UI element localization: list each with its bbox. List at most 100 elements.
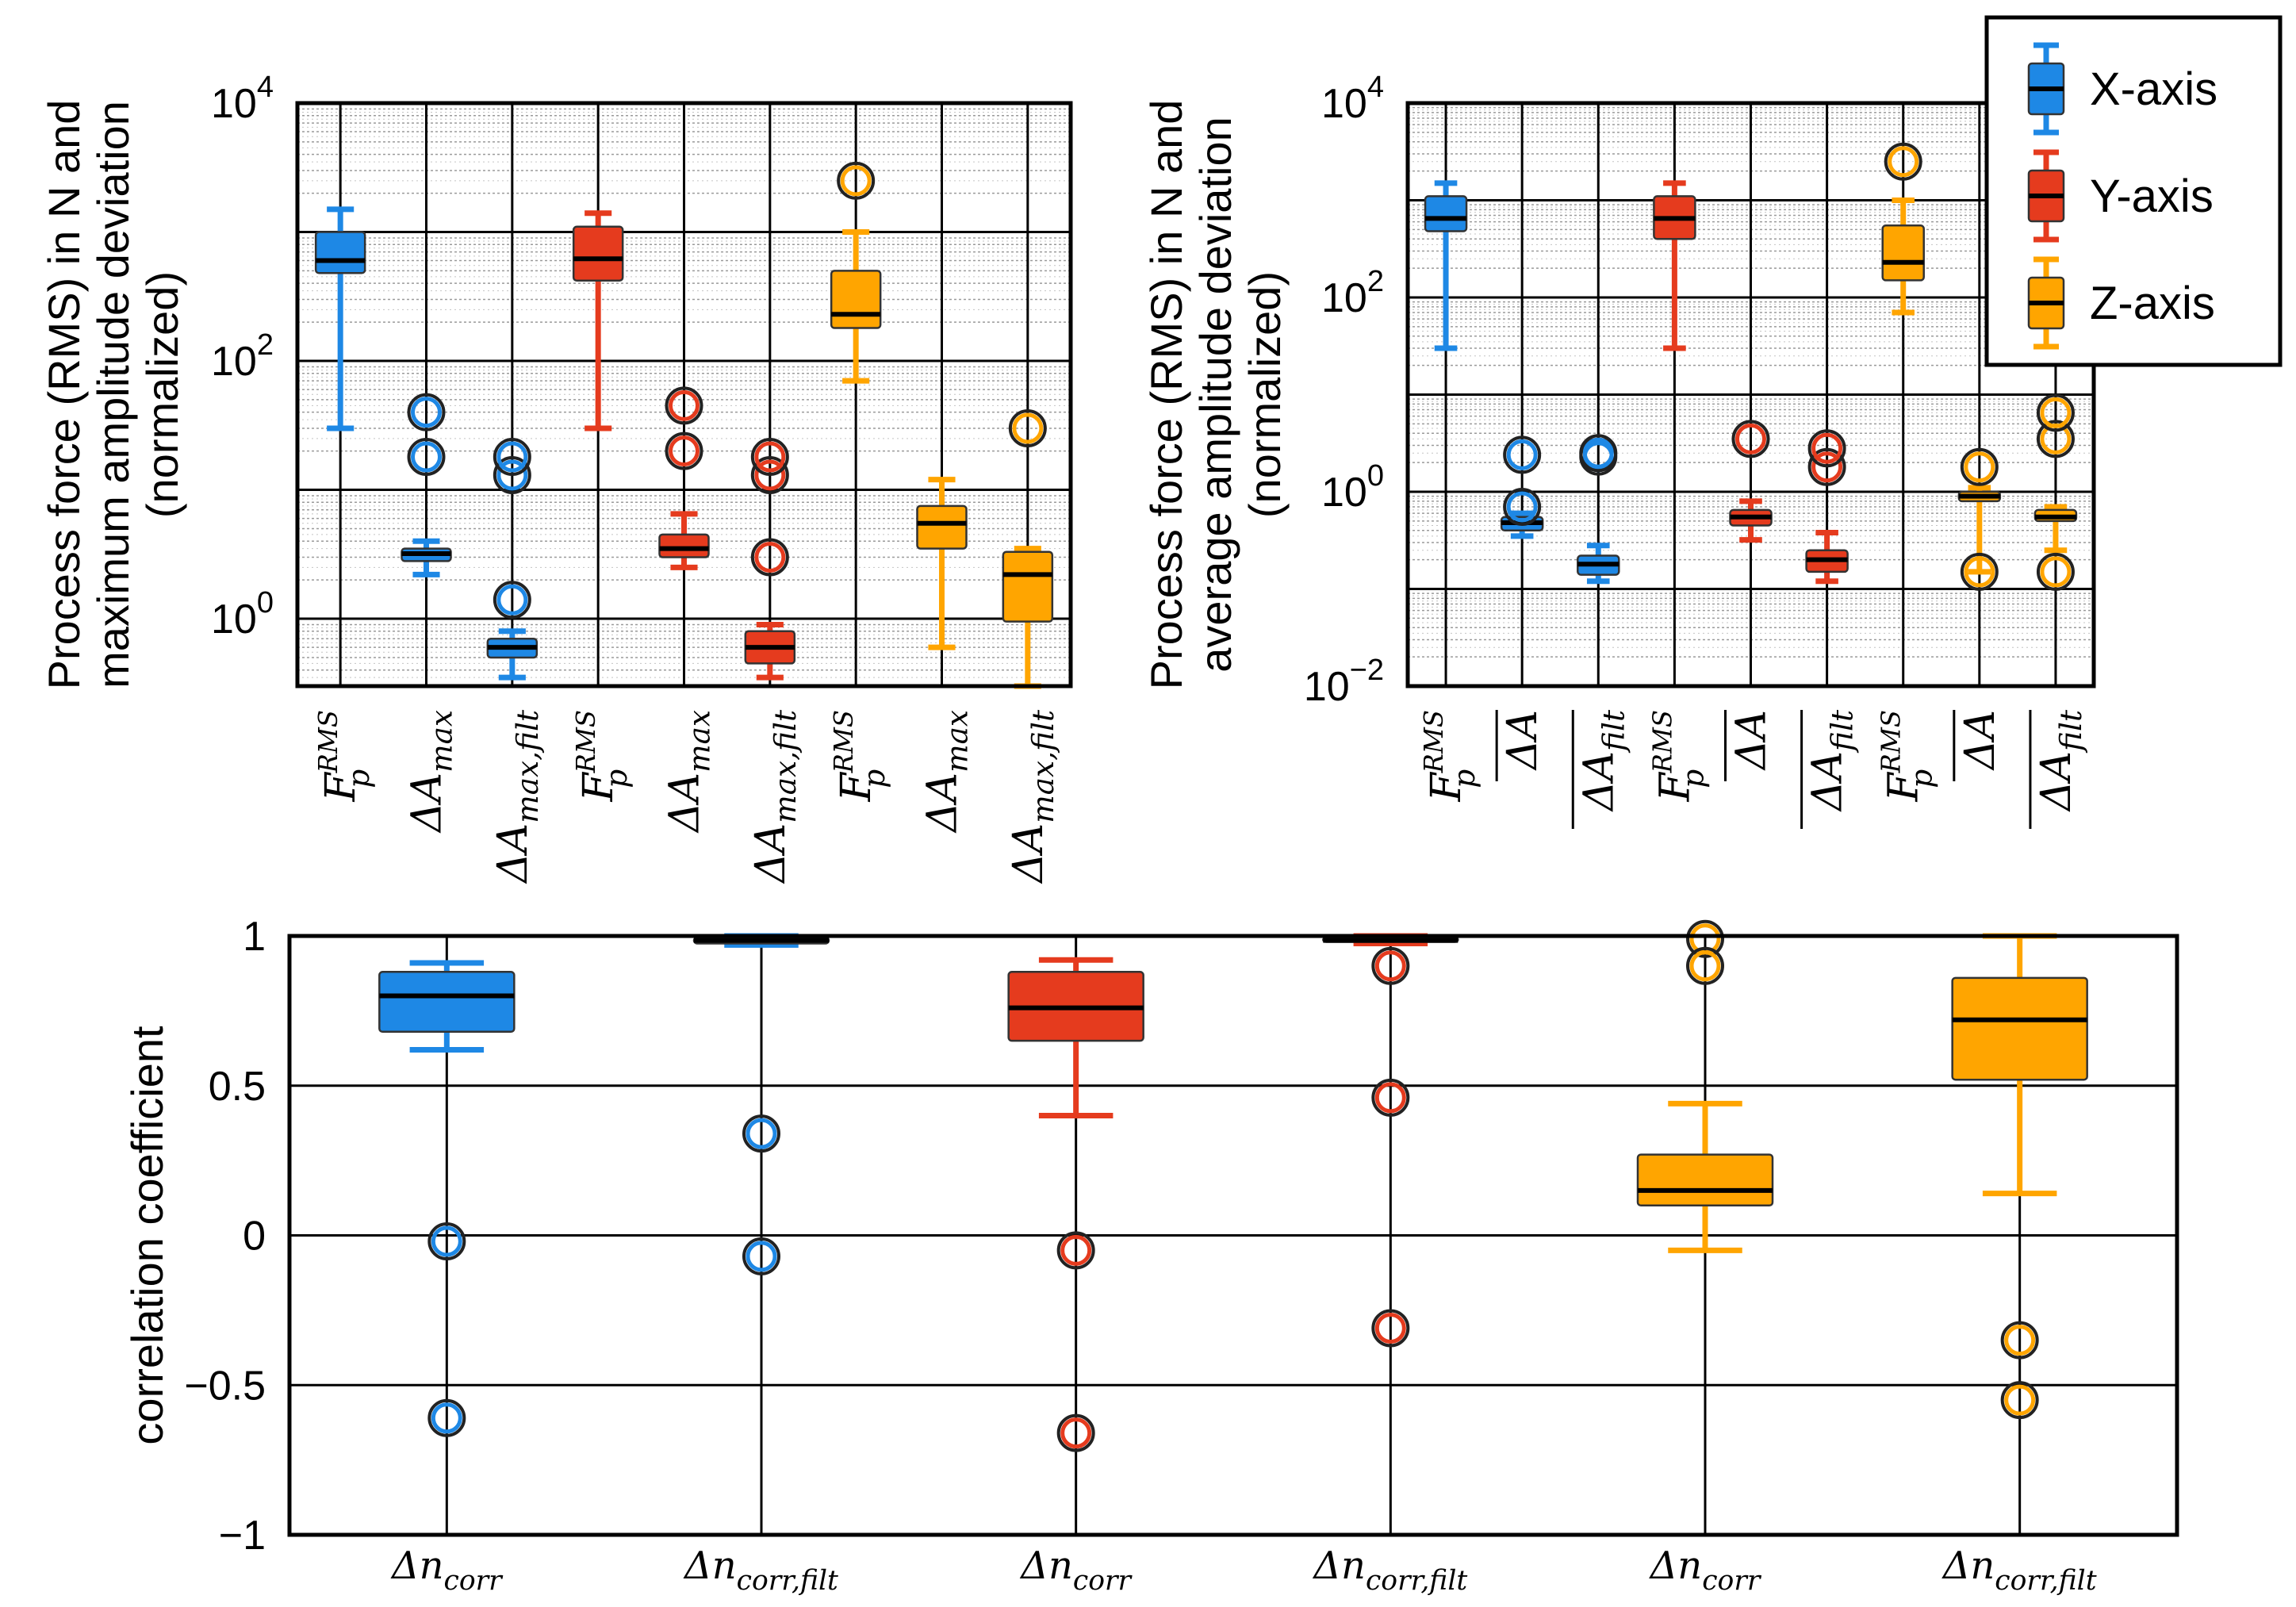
y-tick-label: 0.5: [209, 1064, 266, 1110]
category-main: F: [317, 771, 365, 802]
outlier-point: [427, 1222, 466, 1261]
y-tick-exponent: 4: [1367, 71, 1384, 104]
outlier-point-inner: [1374, 1313, 1406, 1344]
category-label: ΔAmax: [919, 710, 975, 834]
category-sub: max: [940, 710, 975, 773]
category-main: ΔA: [1957, 710, 2004, 771]
outlier-point: [1579, 434, 1618, 473]
outlier-point-inner: [1735, 423, 1766, 454]
outlier-point-inner: [1582, 437, 1614, 469]
category-main: ΔA: [747, 823, 795, 884]
outlier-point: [750, 456, 789, 495]
category-main: Δn: [390, 1544, 444, 1588]
category-label: FRMSp: [313, 710, 376, 802]
y-tick-base: 10: [211, 81, 257, 127]
category-label: ΔAmax,filt: [747, 709, 803, 884]
y-tick-base: 10: [1304, 664, 1350, 710]
outlier-point-inner: [1888, 146, 1919, 178]
category-sub: corr: [1702, 1565, 1762, 1597]
y-tick-exponent: 0: [257, 586, 274, 619]
box-iqr: [916, 504, 968, 550]
outlier-point: [1884, 142, 1922, 181]
y-tick-label: −1: [219, 1513, 266, 1559]
category-label: Δncorr,filt: [683, 1544, 838, 1597]
y-tick-label: −0.5: [184, 1363, 266, 1409]
category-main: ΔA: [661, 773, 709, 834]
y-tick-exponent: 2: [257, 328, 274, 362]
y-tick-base: 10: [211, 339, 257, 385]
category-label: FRMSp: [829, 710, 891, 802]
outlier-point-inner: [754, 459, 786, 491]
outlier-point: [1807, 447, 1846, 486]
plot-frame: [295, 101, 1073, 688]
outlier-point-inner: [1012, 412, 1044, 444]
y-tick-label: 104: [1321, 71, 1384, 127]
category-sub: corr: [444, 1565, 504, 1597]
box-iqr: [658, 533, 710, 558]
outlier-point-inner: [754, 541, 786, 573]
legend-label: X-axis: [2090, 63, 2217, 115]
y-tick-base: 10: [211, 596, 257, 642]
outlier-point-inner: [1060, 1234, 1092, 1266]
category-sup: RMS: [829, 710, 859, 773]
y-tick-label: 0: [243, 1214, 266, 1260]
category-sup: RMS: [1876, 710, 1907, 773]
category-label: Δncorr: [1649, 1544, 1762, 1597]
legend: X-axis Y-axis Z-axis: [1984, 15, 2283, 367]
outlier-point: [1503, 487, 1542, 526]
outlier-point-inner: [2004, 1325, 2036, 1356]
box-iqr: [1881, 224, 1925, 282]
outlier-point-inner: [496, 459, 528, 491]
y-tick-exponent: 2: [1367, 265, 1384, 298]
outlier-point: [750, 538, 789, 577]
category-label: ΔAmax: [661, 710, 717, 834]
outlier-point: [1371, 1078, 1410, 1117]
box-iqr: [1951, 976, 2088, 1081]
outlier-point-inner: [746, 1241, 777, 1272]
category-sub: filt: [1825, 709, 1860, 754]
category-main: ΔA: [1804, 751, 1852, 812]
plot-frame: [287, 934, 2179, 1537]
category-label: FRMSp: [1876, 710, 1939, 802]
y-axis-label-line: Process force (RMS) in N and: [1141, 100, 1191, 690]
outlier-point: [2036, 393, 2075, 432]
category-main: F: [1651, 771, 1699, 802]
outlier-point: [2000, 1381, 2039, 1420]
legend-label: Z-axis: [2090, 278, 2215, 329]
y-tick-label: 104: [211, 71, 274, 127]
outlier-point: [2000, 1321, 2039, 1360]
y-tick-base: 10: [1321, 470, 1367, 516]
category-label: ΔAfilt: [1804, 709, 1860, 812]
outlier-point: [1686, 919, 1724, 958]
category-label: Δncorr,filt: [1941, 1544, 2097, 1597]
outlier-point-inner: [2040, 556, 2072, 588]
category-sup: RMS: [1647, 710, 1677, 773]
category-main: Δn: [683, 1544, 737, 1588]
y-tick-exponent: 0: [1367, 459, 1384, 493]
box-iqr: [830, 270, 882, 329]
category-sub: p: [1447, 769, 1481, 788]
outlier-point-inner: [496, 584, 528, 616]
outlier-point: [427, 1398, 466, 1437]
category-main: Δn: [1019, 1544, 1073, 1588]
category-sub: p: [1904, 769, 1939, 788]
outlier-point-inner: [1689, 950, 1721, 982]
outlier-point: [742, 1237, 780, 1275]
outlier-point: [2036, 420, 2075, 458]
box-iqr: [314, 231, 366, 274]
category-main: ΔA: [919, 773, 967, 834]
outlier-point: [1056, 1413, 1095, 1452]
category-label: Δncorr,filt: [1312, 1544, 1467, 1597]
outlier-point-inner: [411, 397, 442, 428]
outlier-point: [1008, 408, 1047, 447]
outlier-point: [750, 438, 789, 477]
category-main: F: [575, 771, 623, 802]
plot-frame: [1405, 101, 2096, 688]
y-axis-label-line: Process force (RMS) in N and: [39, 100, 89, 690]
y-axis-label-line: maximum amplitude deviation: [88, 101, 138, 688]
category-label: FRMSp: [1647, 710, 1710, 802]
outlier-point: [1056, 1231, 1095, 1270]
category-main: ΔA: [1005, 823, 1052, 884]
